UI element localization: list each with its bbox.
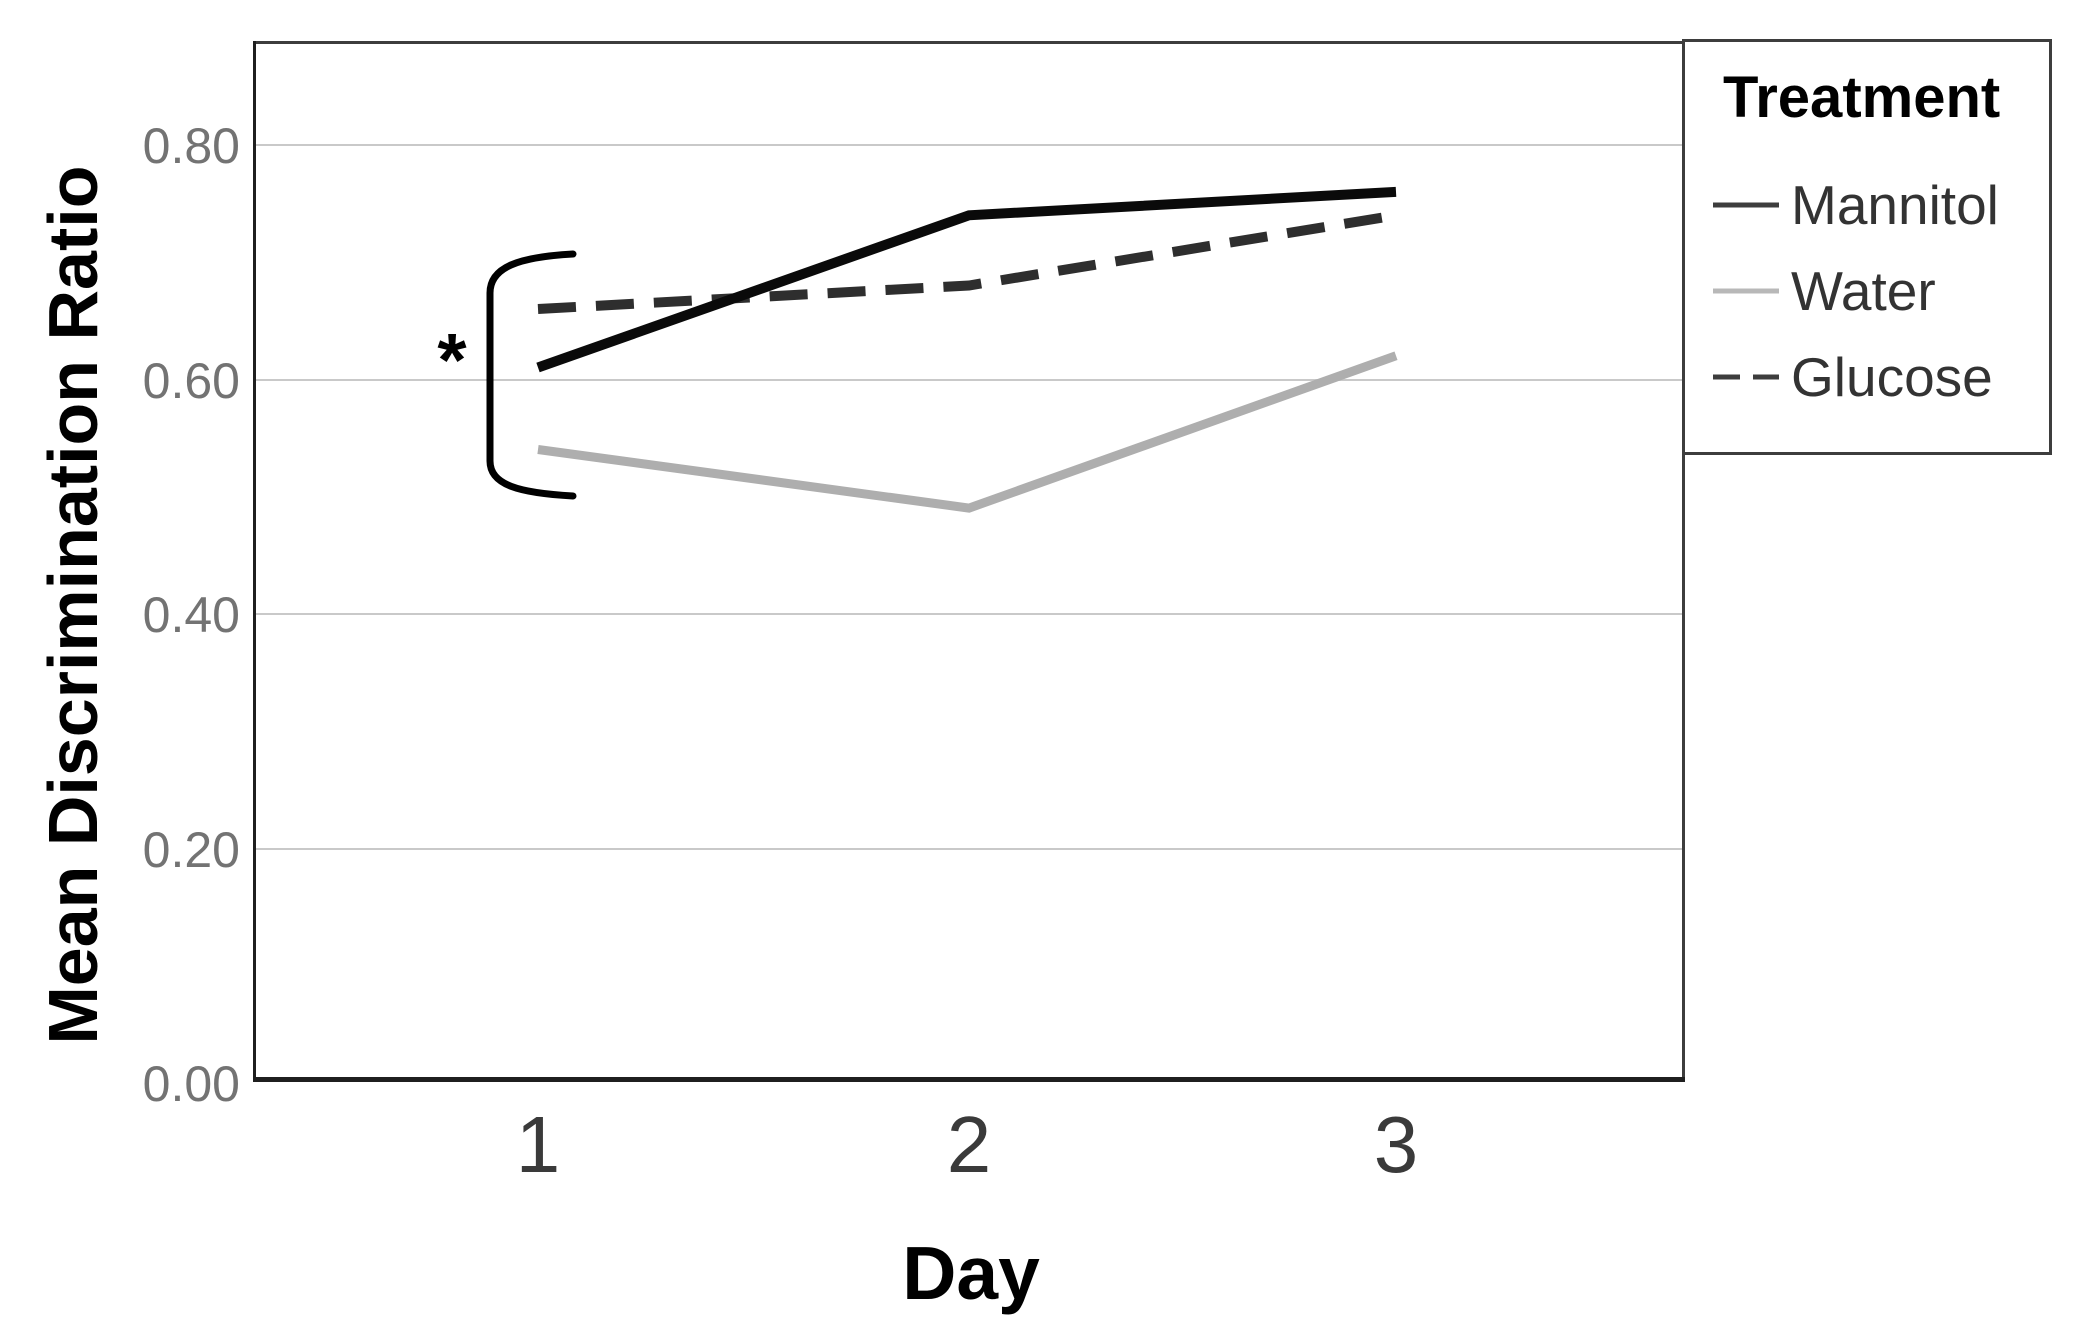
- mannitol-line-sample-icon: [1713, 202, 1779, 208]
- series-line-mannitol: [536, 186, 1397, 373]
- legend-item-mannitol: Mannitol: [1685, 162, 2049, 248]
- x-tick-label-day2: 2: [946, 1100, 992, 1189]
- y-tick-label-000: 0.00: [142, 1056, 240, 1112]
- series-lines: [536, 186, 1398, 513]
- legend-label-water: Water: [1791, 260, 1936, 322]
- legend-label-glucose: Glucose: [1791, 346, 1993, 408]
- legend-title: Treatment: [1723, 65, 2001, 130]
- series-line-glucose: [537, 210, 1397, 314]
- series-line-water: [537, 351, 1398, 513]
- glucose-dashed-line-sample-icon: [1713, 374, 1779, 380]
- legend-label-mannitol: Mannitol: [1791, 174, 1999, 236]
- legend-item-water: Water: [1685, 248, 2049, 334]
- y-tick-label-060: 0.60: [142, 353, 240, 409]
- legend-item-glucose: Glucose: [1685, 334, 2049, 420]
- significance-bracket: [486, 250, 577, 500]
- water-line-sample-icon: [1713, 288, 1779, 294]
- x-tick-label-day3: 3: [1373, 1100, 1419, 1189]
- y-tick-label-020: 0.20: [142, 822, 240, 878]
- significance-asterisk: *: [437, 318, 467, 402]
- plot-area: *: [253, 41, 1685, 1082]
- legend-items: Mannitol Water Glucose: [1685, 162, 2049, 420]
- plot-border: [253, 41, 1685, 1082]
- y-tick-label-080: 0.80: [142, 118, 240, 174]
- legend-box: Treatment Mannitol Water Glucose: [1682, 39, 2052, 455]
- y-tick-label-040: 0.40: [142, 587, 240, 643]
- x-tick-label-day1: 1: [515, 1100, 561, 1189]
- gridlines: [256, 144, 1682, 850]
- x-axis-title: Day: [902, 1231, 1040, 1315]
